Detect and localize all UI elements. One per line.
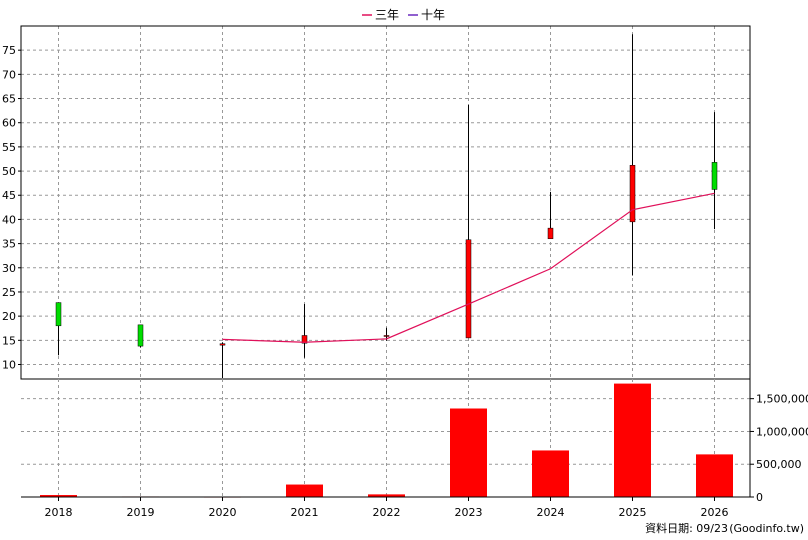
price-y-tick-label: 30 bbox=[2, 262, 16, 275]
volume-panel: 0 500,000 1,000,000 1,500,000 bbox=[21, 379, 808, 504]
volume-bar-2021 bbox=[286, 484, 323, 497]
volume-bars bbox=[40, 383, 733, 498]
price-y-tick-label: 20 bbox=[2, 310, 16, 323]
price-y-tick-label: 50 bbox=[2, 165, 16, 178]
price-y-tick-label: 55 bbox=[2, 141, 16, 154]
volume-y-tick-label: 500,000 bbox=[756, 458, 802, 471]
candle-body-2025 bbox=[629, 165, 636, 223]
x-tick-label: 2022 bbox=[373, 506, 401, 519]
candle-body-2019 bbox=[137, 324, 144, 347]
footer: 資料日期: 09/23 (Goodinfo.tw) bbox=[645, 521, 804, 535]
x-tick-label: 2023 bbox=[455, 506, 483, 519]
volume-bar-2025 bbox=[614, 383, 651, 497]
x-axis: 2018 2019 2020 2021 2022 2023 2024 2025 2026 bbox=[45, 497, 729, 519]
moving-average-lines bbox=[222, 192, 715, 343]
price-y-tick-label: 60 bbox=[2, 117, 16, 130]
volume-y-axis: 0 500,000 1,000,000 1,500,000 bbox=[750, 393, 808, 504]
legend: 三年 十年 bbox=[362, 8, 445, 22]
price-plot-frame bbox=[20, 25, 751, 380]
volume-bar-2026 bbox=[696, 454, 733, 497]
volume-y-tick-label: 1,000,000 bbox=[756, 425, 808, 438]
x-tick-label: 2021 bbox=[291, 506, 319, 519]
candle-body-2021 bbox=[301, 335, 308, 344]
volume-bar-2018 bbox=[40, 495, 77, 497]
price-plot-area bbox=[21, 26, 750, 379]
x-tick-label: 2019 bbox=[127, 506, 155, 519]
price-y-axis: 10 15 20 25 30 35 40 45 50 55 60 65 70 75 bbox=[2, 44, 21, 371]
x-tick-label: 2018 bbox=[45, 506, 73, 519]
x-tick-label: 2025 bbox=[619, 506, 647, 519]
legend-ma3-label: 三年 bbox=[375, 8, 399, 22]
source-label: (Goodinfo.tw) bbox=[729, 522, 804, 535]
x-tick-label: 2024 bbox=[537, 506, 565, 519]
volume-y-tick-label: 1,500,000 bbox=[756, 393, 808, 406]
price-y-tick-label: 10 bbox=[2, 358, 16, 371]
volume-bar-2022 bbox=[368, 494, 405, 497]
candlestick-series bbox=[55, 34, 718, 379]
candle-body-2023 bbox=[465, 239, 472, 339]
ma3-line bbox=[222, 192, 715, 343]
legend-ma10-label: 十年 bbox=[421, 8, 445, 22]
data-date-label: 資料日期: 09/23 bbox=[645, 521, 728, 535]
price-panel: 10 15 20 25 30 35 40 45 50 55 60 65 70 75 bbox=[2, 25, 751, 380]
volume-y-tick-label: 0 bbox=[756, 491, 763, 504]
price-y-tick-label: 45 bbox=[2, 189, 16, 202]
price-y-tick-label: 40 bbox=[2, 213, 16, 226]
candle-body-2026 bbox=[711, 162, 718, 190]
price-y-tick-label: 70 bbox=[2, 68, 16, 81]
candle-body-2024 bbox=[547, 227, 554, 240]
price-y-tick-label: 75 bbox=[2, 44, 16, 57]
price-y-tick-label: 65 bbox=[2, 93, 16, 106]
volume-bar-2023 bbox=[450, 408, 487, 497]
candle-body-2022 bbox=[383, 335, 390, 337]
x-tick-label: 2020 bbox=[209, 506, 237, 519]
price-y-tick-label: 15 bbox=[2, 334, 16, 347]
price-y-tick-label: 25 bbox=[2, 286, 16, 299]
candle-body-2020 bbox=[219, 343, 226, 346]
price-y-tick-label: 35 bbox=[2, 238, 16, 251]
volume-bar-2024 bbox=[532, 450, 569, 497]
x-tick-label: 2026 bbox=[701, 506, 729, 519]
candle-body-2018 bbox=[55, 302, 62, 327]
